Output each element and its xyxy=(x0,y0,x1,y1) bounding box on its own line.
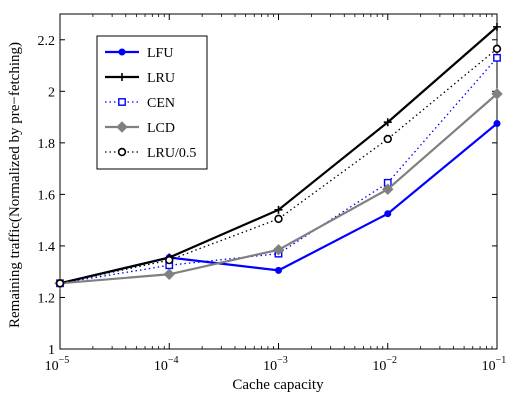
series-lru-0-5 xyxy=(55,44,502,288)
data-point-lfu xyxy=(493,120,501,128)
y-axis: 1 1.2 1.4 1.6 1.8 2 2.2 xyxy=(38,34,497,358)
legend-label-lru-0-5: LRU/0.5 xyxy=(147,146,196,161)
legend-label-lfu: LFU xyxy=(147,46,173,61)
legend-entry-lcd: LCD xyxy=(105,121,175,136)
legend-label-lru: LRU xyxy=(147,71,175,86)
legend-entry-lfu: LFU xyxy=(105,46,173,61)
legend-marker-lfu xyxy=(118,48,126,56)
legend-marker-cen xyxy=(118,98,126,106)
y-tick-label: 2 xyxy=(48,85,55,100)
legend: LFU LRU CEN LCD LRU/0.5 xyxy=(96,35,208,170)
data-point-lru xyxy=(383,118,392,127)
x-tick-label: 10−1 xyxy=(482,355,507,374)
data-point-lru-0-5 xyxy=(274,214,283,224)
data-point-lru-0-5 xyxy=(55,279,65,288)
x-axis-title: Cache capacity xyxy=(232,377,324,393)
data-point-lru-0-5 xyxy=(383,134,392,144)
legend-label-lcd: LCD xyxy=(147,121,175,136)
data-point-lfu xyxy=(275,266,282,274)
data-point-lru xyxy=(274,205,283,214)
legend-marker-lcd xyxy=(116,121,128,133)
y-axis-title: Remaining traffic(Normalized by pre−fetc… xyxy=(7,42,23,328)
y-tick-label: 1.6 xyxy=(38,188,56,203)
y-tick-label: 1.4 xyxy=(38,240,56,255)
y-tick-label: 1 xyxy=(48,343,55,358)
data-point-lru xyxy=(493,22,501,31)
y-tick-label: 2.2 xyxy=(38,34,56,49)
legend-entry-lru: LRU xyxy=(105,71,175,86)
legend-marker-lru-0-5 xyxy=(117,147,127,157)
legend-label-cen: CEN xyxy=(147,96,175,111)
data-point-lcd xyxy=(382,183,394,195)
y-tick-label: 1.2 xyxy=(38,291,56,306)
data-point-lcd xyxy=(491,88,503,100)
x-tick-label: 10−2 xyxy=(372,355,397,374)
data-point-cen xyxy=(493,53,501,62)
data-point-lcd xyxy=(272,244,285,256)
x-tick-label: 10−3 xyxy=(263,355,288,374)
series-layer xyxy=(54,22,503,289)
x-tick-label: 10−5 xyxy=(45,355,70,374)
data-point-lfu xyxy=(384,210,392,218)
data-point-lru-0-5 xyxy=(165,255,174,265)
legend-marker-lru xyxy=(118,73,126,81)
data-point-lru-0-5 xyxy=(492,44,502,53)
y-tick-label: 1.8 xyxy=(38,137,56,152)
data-point-lcd xyxy=(163,268,175,280)
x-axis: 10−5 10−4 10−3 10−2 10−1 xyxy=(45,14,507,374)
x-tick-label: 10−4 xyxy=(154,355,179,374)
legend-entry-lru-0-5: LRU/0.5 xyxy=(105,146,196,161)
legend-entry-cen: CEN xyxy=(105,96,175,111)
